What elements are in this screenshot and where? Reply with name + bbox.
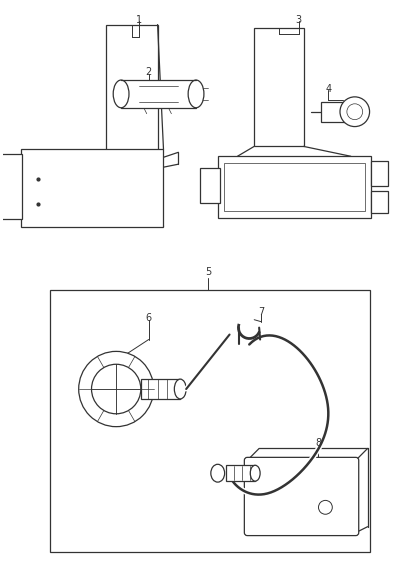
Bar [218,156,370,218]
Text: 4: 4 [325,84,331,94]
FancyBboxPatch shape [244,458,359,535]
Bar [200,168,220,203]
Text: 8: 8 [315,439,321,448]
Bar [225,465,255,481]
Bar [370,161,388,186]
Ellipse shape [174,379,186,399]
Ellipse shape [250,465,260,481]
Bar [321,102,345,122]
Bar [1,154,23,219]
Ellipse shape [113,80,129,108]
Bar [106,25,158,158]
Ellipse shape [211,464,225,482]
Text: 2: 2 [146,67,152,77]
Bar [254,28,304,147]
Bar [121,80,196,108]
Ellipse shape [188,80,204,108]
Text: 7: 7 [258,307,264,317]
Text: 5: 5 [205,267,211,277]
Bar [224,163,364,211]
Text: 6: 6 [146,313,152,323]
Circle shape [92,364,141,414]
Bar [50,290,370,552]
Bar [21,149,164,227]
Text: 3: 3 [295,14,302,25]
Circle shape [340,97,370,126]
Bar [141,379,180,399]
Circle shape [79,351,154,426]
Circle shape [347,104,363,119]
Text: 1: 1 [136,14,142,25]
Bar [370,191,388,213]
Circle shape [318,500,332,514]
